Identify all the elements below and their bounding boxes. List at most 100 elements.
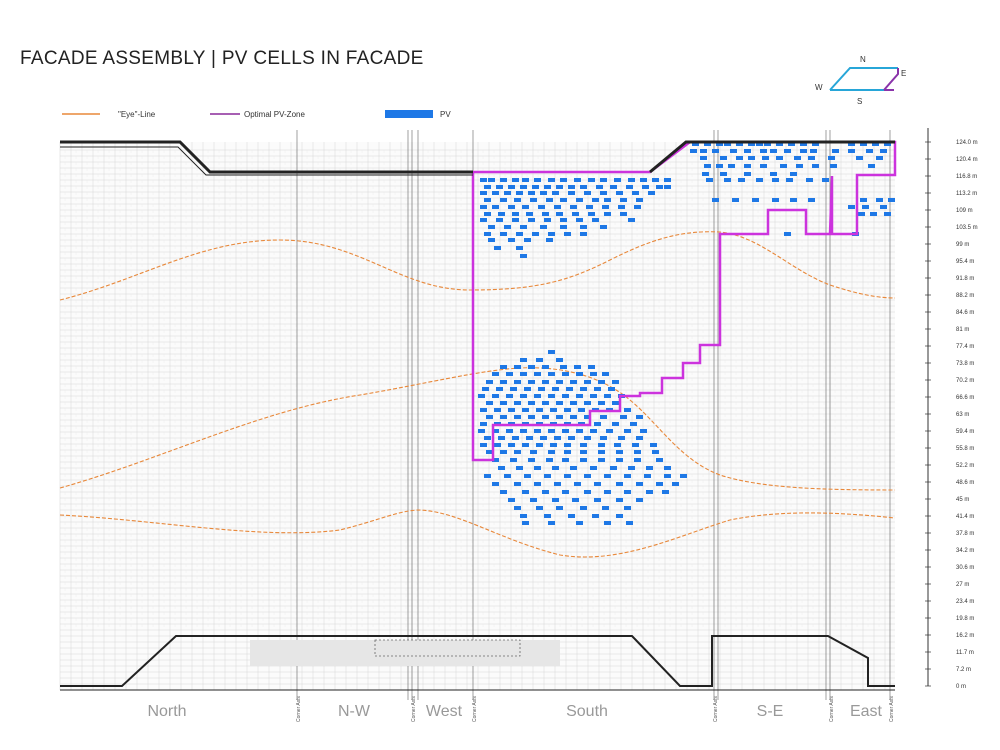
- pv-cell: [702, 172, 709, 176]
- pv-cell: [772, 198, 779, 202]
- pv-cell: [780, 164, 787, 168]
- pv-cell: [620, 212, 627, 216]
- pv-cell: [484, 185, 491, 189]
- pv-cell: [616, 514, 623, 518]
- pv-cell: [480, 191, 487, 195]
- pv-cell: [578, 408, 585, 412]
- optimal-pv-zone-outline: [471, 140, 897, 462]
- pv-cell: [616, 191, 623, 195]
- pv-cell: [544, 474, 551, 478]
- compass-south-label: S: [857, 97, 862, 106]
- elevation-label: 37.8 m: [956, 531, 974, 537]
- pv-cell: [482, 387, 489, 391]
- pv-cell: [716, 142, 723, 146]
- pv-cell: [580, 443, 587, 447]
- pv-cell: [534, 429, 541, 433]
- pv-cell: [574, 365, 581, 369]
- pv-cell: [548, 178, 555, 182]
- pv-cell: [632, 191, 639, 195]
- pv-cell: [572, 212, 579, 216]
- pv-cell: [762, 156, 769, 160]
- pv-cell: [496, 185, 503, 189]
- pv-cell: [808, 156, 815, 160]
- pv-cell: [556, 380, 563, 384]
- elevation-label: 88.2 m: [956, 293, 974, 299]
- pv-cell: [572, 498, 579, 502]
- pv-cell: [498, 436, 505, 440]
- pv-cell: [510, 458, 517, 462]
- pv-cell: [556, 185, 563, 189]
- pv-cell: [794, 156, 801, 160]
- diagram-title: FACADE ASSEMBLY | PV CELLS IN FACADE: [20, 48, 424, 69]
- pv-cell: [560, 225, 567, 229]
- pv-cell: [756, 142, 763, 146]
- pv-cell: [484, 212, 491, 216]
- pv-cell: [554, 436, 561, 440]
- pv-cell: [628, 218, 635, 222]
- corner-axis-label: Corner Axis: [829, 696, 835, 722]
- pv-cell: [598, 450, 605, 454]
- pv-cell: [500, 450, 507, 454]
- pv-cell: [770, 149, 777, 153]
- pv-cell: [564, 443, 571, 447]
- pv-cell: [590, 372, 597, 376]
- pv-cell: [554, 482, 561, 486]
- elevation-label: 27 m: [956, 582, 969, 588]
- pv-cell: [512, 212, 519, 216]
- pv-cell: [568, 191, 575, 195]
- elevation-scale: 124.0 m 120.4 m 116.8 m 113.2 m 109 m 103.5 m…: [925, 128, 978, 690]
- pv-cell: [536, 408, 543, 412]
- pv-cell: [524, 474, 531, 478]
- pv-cell: [530, 450, 537, 454]
- pv-cell: [580, 225, 587, 229]
- pv-cell: [526, 212, 533, 216]
- pv-cell: [584, 380, 591, 384]
- pv-cell: [548, 429, 555, 433]
- pv-cell: [788, 142, 795, 146]
- pv-cell: [520, 185, 527, 189]
- pv-cell: [860, 198, 867, 202]
- pv-cell: [500, 198, 507, 202]
- pv-cell: [594, 422, 601, 426]
- pv-cell: [534, 394, 541, 398]
- pv-cell: [624, 429, 631, 433]
- pv-cell: [604, 474, 611, 478]
- pv-cell: [510, 387, 517, 391]
- corner-axis-label: Corner Axis: [713, 696, 719, 722]
- pv-cell: [808, 198, 815, 202]
- pv-cell: [738, 178, 745, 182]
- pv-cell: [576, 372, 583, 376]
- elevation-label: 63 m: [956, 412, 969, 418]
- pv-cell: [880, 149, 887, 153]
- pv-cell: [732, 198, 739, 202]
- pv-cell: [514, 380, 521, 384]
- pv-cell: [562, 458, 569, 462]
- pv-cell: [500, 380, 507, 384]
- elevation-label: 45 m: [956, 497, 969, 503]
- pv-cell: [554, 205, 561, 209]
- pv-cell: [624, 474, 631, 478]
- pv-cell: [620, 415, 627, 419]
- pv-cell: [592, 514, 599, 518]
- pv-cell: [580, 232, 587, 236]
- pv-cell: [822, 178, 829, 182]
- pv-cell: [880, 205, 887, 209]
- pv-cell: [608, 387, 615, 391]
- pv-cell: [530, 198, 537, 202]
- pv-cell: [546, 238, 553, 242]
- pv-cell: [512, 178, 519, 182]
- pv-cell: [588, 178, 595, 182]
- pv-cell: [504, 191, 511, 195]
- pv-cell: [640, 429, 647, 433]
- pv-cell: [494, 443, 501, 447]
- pv-cell: [486, 450, 493, 454]
- pv-cell: [560, 218, 567, 222]
- pv-legend-swatch: [385, 110, 433, 118]
- pv-cell: [548, 450, 555, 454]
- pv-cell: [584, 401, 591, 405]
- pv-cell: [640, 178, 647, 182]
- pv-cell: [498, 212, 505, 216]
- pv-cell: [530, 498, 537, 502]
